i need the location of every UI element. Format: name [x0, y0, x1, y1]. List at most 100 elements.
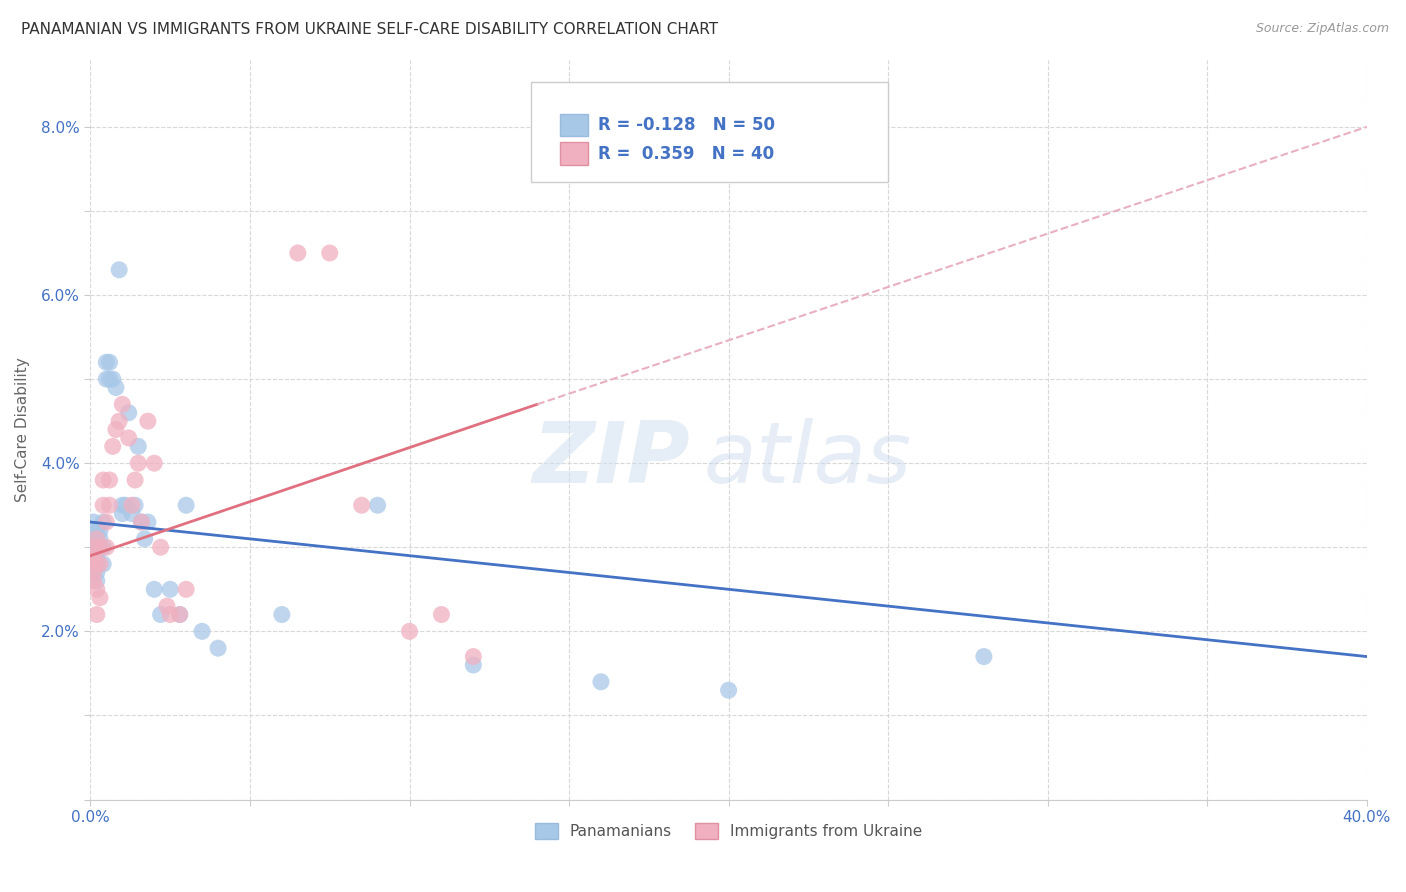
Point: [83, 557, 105, 571]
Point: [86, 607, 108, 622]
Point: [89, 541, 111, 555]
Point: [717, 683, 740, 698]
Point: [589, 674, 612, 689]
Point: [86, 532, 108, 546]
Text: atlas: atlas: [703, 417, 911, 500]
Point: [98, 355, 121, 369]
Point: [270, 607, 292, 622]
Point: [89, 541, 111, 555]
Point: [83, 549, 105, 563]
Point: [131, 515, 153, 529]
Point: [86, 582, 108, 597]
Point: [83, 549, 105, 563]
Point: [136, 414, 159, 428]
Point: [91, 473, 114, 487]
Text: PANAMANIAN VS IMMIGRANTS FROM UKRAINE SELF-CARE DISABILITY CORRELATION CHART: PANAMANIAN VS IMMIGRANTS FROM UKRAINE SE…: [21, 22, 718, 37]
Point: [96, 372, 118, 386]
Point: [169, 607, 191, 622]
Point: [118, 406, 141, 420]
Point: [134, 532, 156, 546]
Point: [207, 641, 229, 656]
Point: [143, 582, 166, 597]
Point: [89, 591, 111, 605]
Point: [98, 372, 121, 386]
Point: [83, 515, 105, 529]
Point: [83, 541, 105, 555]
Point: [104, 380, 127, 394]
Point: [973, 649, 995, 664]
Text: ZIP: ZIP: [533, 417, 690, 500]
Point: [86, 541, 108, 555]
Point: [111, 507, 134, 521]
Point: [83, 541, 105, 555]
Point: [86, 557, 108, 571]
Point: [121, 498, 143, 512]
Point: [83, 574, 105, 588]
Point: [104, 423, 127, 437]
Point: [124, 473, 146, 487]
FancyBboxPatch shape: [530, 82, 889, 182]
Point: [86, 524, 108, 538]
Point: [96, 515, 118, 529]
Point: [86, 557, 108, 571]
Point: [367, 498, 389, 512]
Point: [174, 582, 197, 597]
Point: [124, 498, 146, 512]
Point: [149, 607, 172, 622]
Point: [159, 582, 181, 597]
Text: Source: ZipAtlas.com: Source: ZipAtlas.com: [1256, 22, 1389, 36]
Point: [143, 456, 166, 470]
Point: [350, 498, 373, 512]
Point: [83, 541, 105, 555]
FancyBboxPatch shape: [560, 143, 588, 165]
Point: [398, 624, 420, 639]
Point: [91, 515, 114, 529]
Point: [91, 498, 114, 512]
Point: [463, 649, 485, 664]
Point: [89, 532, 111, 546]
Point: [169, 607, 191, 622]
Legend: Panamanians, Immigrants from Ukraine: Panamanians, Immigrants from Ukraine: [529, 817, 928, 845]
FancyBboxPatch shape: [560, 113, 588, 136]
Point: [463, 657, 485, 672]
Point: [319, 246, 342, 260]
Point: [89, 524, 111, 538]
Point: [108, 414, 131, 428]
Point: [98, 473, 121, 487]
Point: [86, 566, 108, 580]
Point: [118, 431, 141, 445]
Point: [108, 262, 131, 277]
Point: [136, 515, 159, 529]
Point: [430, 607, 453, 622]
Point: [287, 246, 309, 260]
Point: [174, 498, 197, 512]
Point: [98, 498, 121, 512]
Point: [159, 607, 181, 622]
Text: R =  0.359   N = 40: R = 0.359 N = 40: [599, 145, 775, 162]
Point: [96, 355, 118, 369]
Point: [83, 532, 105, 546]
Point: [127, 456, 149, 470]
Text: R = -0.128   N = 50: R = -0.128 N = 50: [599, 116, 776, 134]
Point: [101, 372, 124, 386]
Point: [91, 541, 114, 555]
Point: [191, 624, 214, 639]
Point: [131, 515, 153, 529]
Point: [86, 574, 108, 588]
Point: [83, 566, 105, 580]
Point: [91, 557, 114, 571]
Point: [89, 541, 111, 555]
Point: [127, 439, 149, 453]
Point: [86, 549, 108, 563]
Point: [83, 557, 105, 571]
Point: [83, 532, 105, 546]
Point: [114, 498, 136, 512]
Point: [149, 541, 172, 555]
Point: [111, 397, 134, 411]
Point: [111, 498, 134, 512]
Point: [96, 541, 118, 555]
Point: [101, 439, 124, 453]
Y-axis label: Self-Care Disability: Self-Care Disability: [15, 357, 30, 502]
Point: [89, 557, 111, 571]
Point: [156, 599, 179, 614]
